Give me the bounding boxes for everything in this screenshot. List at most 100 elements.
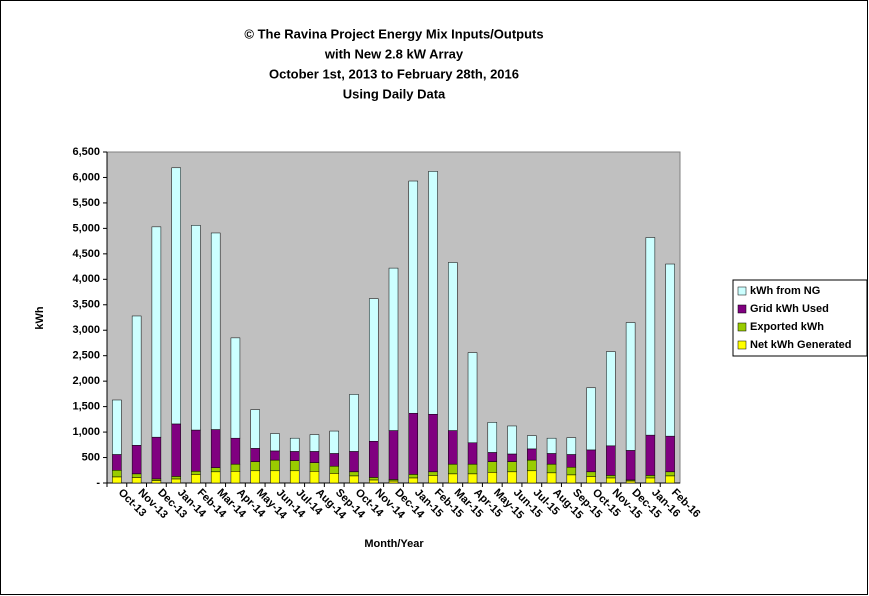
bar-segment — [329, 473, 339, 484]
bar-segment — [171, 167, 181, 425]
bar-segment — [388, 430, 399, 480]
bar-segment — [171, 478, 181, 484]
bar-segment — [566, 454, 577, 468]
legend-label: Net kWh Generated — [750, 339, 851, 351]
bar-segment — [270, 433, 280, 452]
y-tick-label: 500 — [82, 451, 100, 463]
bar-segment — [112, 476, 122, 484]
bar-segment — [487, 472, 498, 484]
bar-segment — [131, 315, 142, 446]
bar-segment — [487, 461, 498, 473]
bar-segment — [665, 263, 675, 437]
bar-segment — [289, 451, 300, 461]
bar-segment — [606, 351, 616, 447]
bar-segment — [230, 337, 241, 439]
bar-segment — [210, 471, 221, 484]
bar-segment — [270, 450, 280, 461]
bar-segment — [546, 472, 557, 484]
y-tick-label: 6,500 — [72, 146, 100, 158]
bar-segment — [230, 471, 241, 484]
bar-segment — [625, 480, 636, 484]
bar-segment — [112, 399, 122, 455]
bar-segment — [309, 471, 320, 484]
bar-segment — [210, 232, 221, 430]
bar-segment — [645, 475, 656, 479]
bar-segment — [546, 453, 557, 465]
bar-segment — [191, 225, 201, 431]
bar-segment — [645, 477, 656, 484]
bar-segment — [665, 471, 675, 477]
y-tick-label: 1,500 — [72, 401, 100, 413]
chart-title: with New 2.8 kW Array — [324, 46, 464, 61]
bar-segment — [210, 467, 221, 473]
bar-segment — [586, 387, 596, 451]
bar-segment — [546, 437, 557, 454]
legend-swatch — [737, 322, 747, 332]
bar-segment — [527, 435, 537, 450]
bar-segment — [527, 470, 537, 484]
y-tick-label: 2,500 — [72, 350, 100, 362]
bar-segment — [448, 430, 458, 465]
bar-segment — [309, 434, 320, 452]
bar-segment — [665, 435, 675, 473]
bar-segment — [349, 451, 359, 473]
bar-segment — [368, 440, 379, 478]
bar-segment — [329, 453, 339, 467]
bar-segment — [467, 442, 478, 465]
y-tick-label: 5,500 — [72, 197, 100, 209]
bar-segment — [428, 471, 438, 476]
y-tick-label: 4,000 — [72, 273, 100, 285]
bar-segment — [665, 475, 675, 484]
bar-segment — [112, 454, 122, 471]
bar-segment — [428, 171, 438, 415]
bar-segment — [349, 475, 359, 484]
bar-segment — [566, 474, 577, 484]
legend-label: kWh from NG — [750, 285, 820, 297]
bar-segment — [171, 423, 181, 477]
bar-segment — [368, 298, 379, 442]
y-tick-label: - — [96, 477, 100, 489]
bar-segment — [191, 474, 201, 484]
bar-segment — [250, 461, 260, 472]
bar-segment — [230, 463, 241, 472]
bar-segment — [250, 448, 260, 462]
bar-segment — [448, 262, 458, 431]
bar-segment — [191, 429, 201, 472]
bar-segment — [408, 180, 419, 414]
legend-label: Exported kWh — [750, 321, 824, 333]
y-tick-label: 3,500 — [72, 299, 100, 311]
bar-segment — [191, 471, 201, 475]
y-tick-label: 2,000 — [72, 375, 100, 387]
bar-segment — [270, 470, 280, 484]
bar-segment — [368, 477, 379, 481]
bar-segment — [171, 476, 181, 480]
bar-segment — [131, 477, 142, 484]
bar-segment — [507, 461, 517, 473]
bar-segment — [507, 425, 517, 455]
bar-segment — [606, 475, 616, 479]
bar-segment — [250, 470, 260, 484]
bar-segment — [230, 437, 241, 465]
bar-segment — [467, 463, 478, 475]
bar-segment — [349, 394, 359, 452]
bar-segment — [487, 422, 498, 453]
y-tick-label: 5,000 — [72, 222, 100, 234]
bar-segment — [645, 434, 656, 476]
bar-segment — [586, 449, 596, 473]
bar-segment — [289, 437, 300, 452]
bar-segment — [329, 465, 339, 474]
bar-segment — [349, 471, 359, 477]
bar-segment — [428, 475, 438, 484]
y-axis-label: kWh — [34, 306, 46, 330]
bar-segment — [546, 463, 557, 474]
bar-segment — [428, 414, 438, 473]
bar-segment — [566, 437, 577, 455]
bar-segment — [448, 463, 458, 475]
bar-segment — [507, 471, 517, 484]
bar-segment — [289, 470, 300, 484]
legend-swatch — [737, 340, 747, 350]
legend-swatch — [737, 304, 747, 314]
bar-segment — [408, 474, 419, 479]
bar-segment — [507, 453, 517, 462]
bar-segment — [270, 459, 280, 472]
